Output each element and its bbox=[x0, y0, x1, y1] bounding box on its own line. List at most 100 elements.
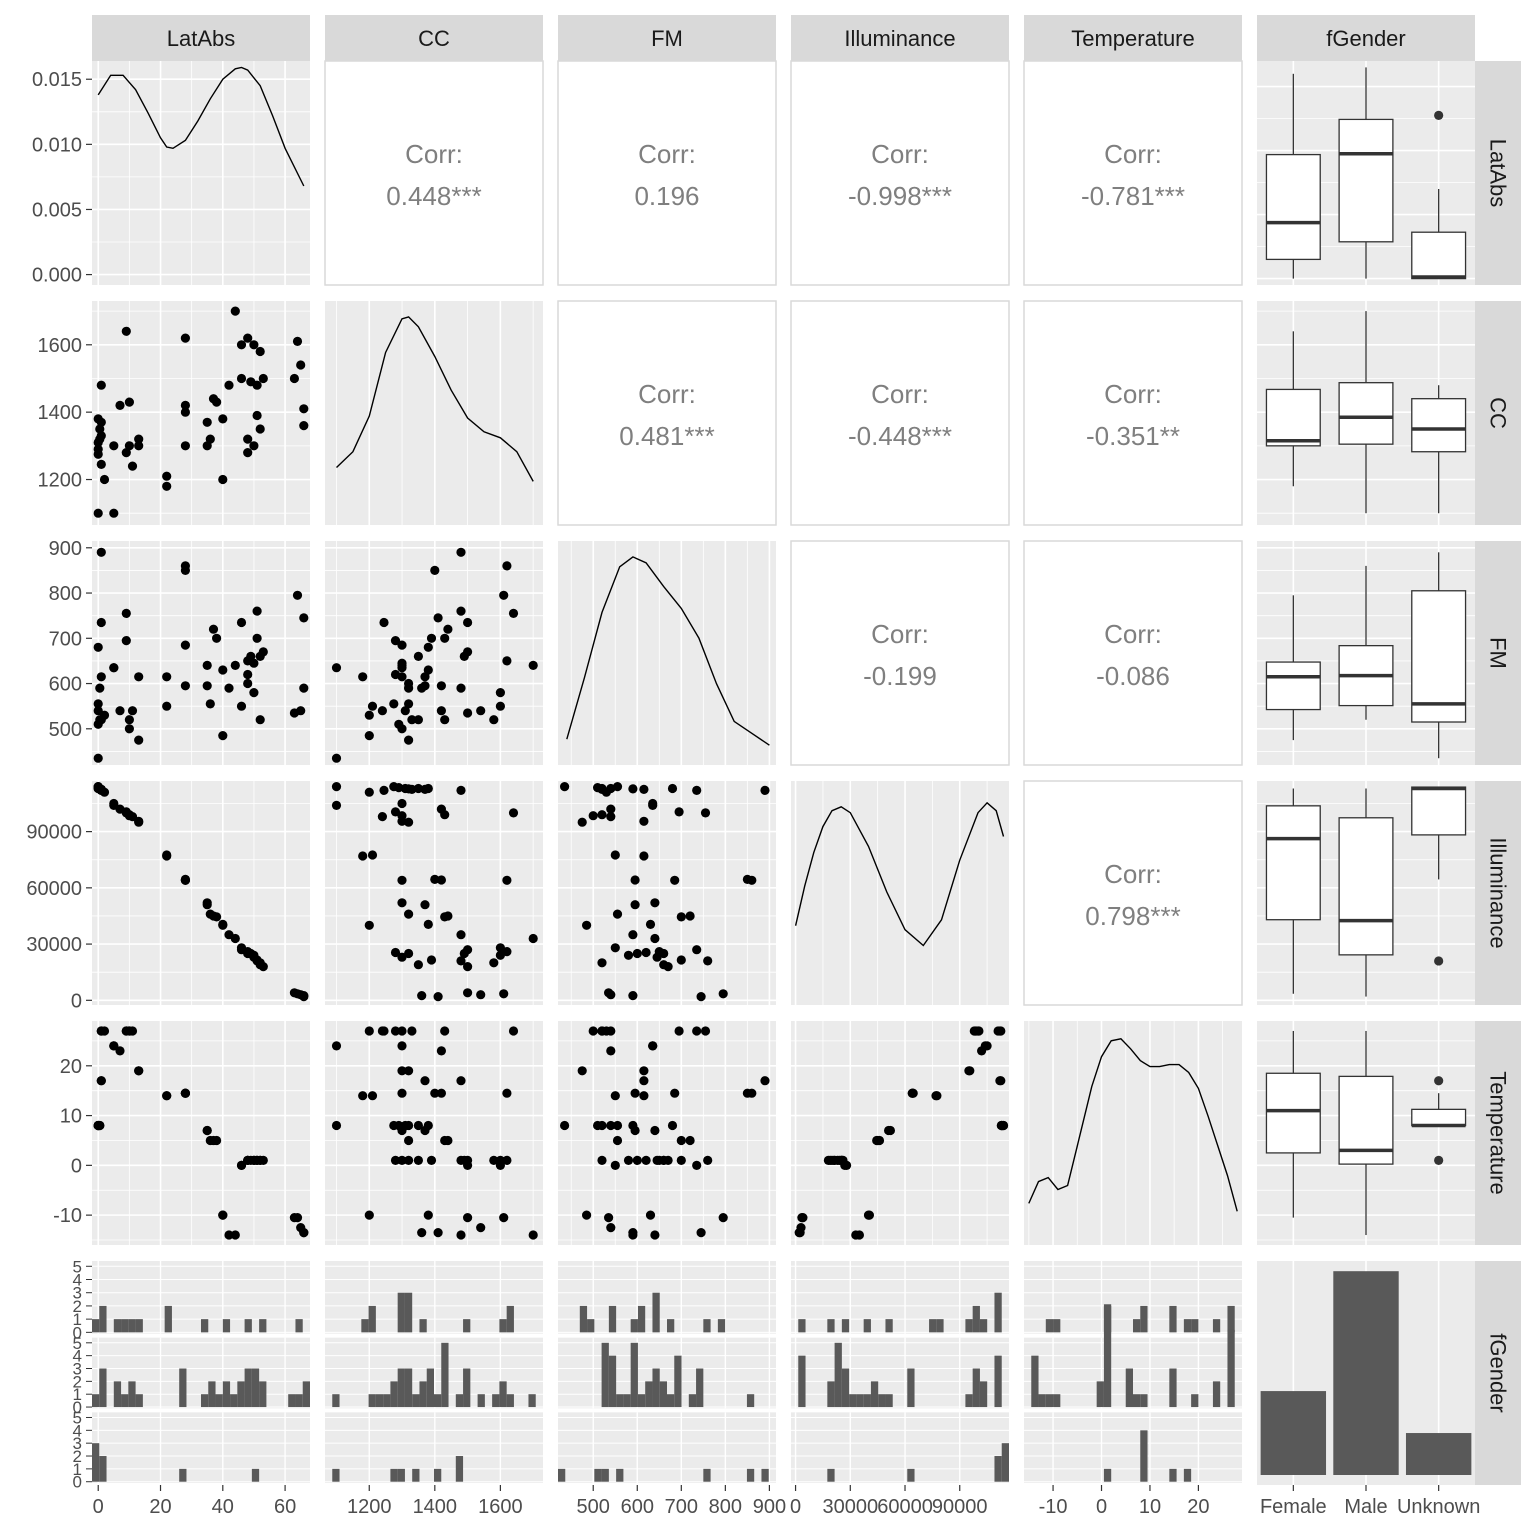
scatter-point bbox=[364, 731, 374, 741]
scatter-point bbox=[430, 565, 440, 576]
histogram-bar bbox=[1183, 1468, 1192, 1482]
histogram-bar bbox=[674, 1355, 682, 1408]
histogram-bar bbox=[1212, 1319, 1221, 1333]
box-body bbox=[1265, 388, 1321, 447]
scatter-point bbox=[162, 1091, 172, 1101]
density-panel-temperature bbox=[1024, 1021, 1242, 1245]
scatter-point bbox=[423, 919, 433, 930]
scatter-point bbox=[180, 1088, 190, 1098]
corr-label: Corr: bbox=[405, 139, 463, 169]
scatter-point bbox=[597, 1026, 607, 1036]
histogram-bar bbox=[746, 1394, 755, 1408]
panel-background bbox=[557, 300, 777, 526]
histogram-bar bbox=[397, 1468, 405, 1482]
scatter-point bbox=[93, 753, 103, 763]
scatter-point bbox=[404, 1155, 414, 1165]
scatter-point bbox=[96, 1076, 106, 1086]
histogram-bar bbox=[332, 1468, 340, 1482]
scatter-point bbox=[670, 875, 680, 885]
count-bar bbox=[1333, 1271, 1399, 1475]
scatter-point bbox=[420, 900, 430, 910]
scatter-point bbox=[593, 1120, 603, 1131]
corr-label: Corr: bbox=[638, 139, 696, 169]
scatter-point bbox=[358, 1091, 368, 1101]
scatter-point bbox=[495, 688, 505, 698]
histogram-bar bbox=[558, 1468, 566, 1482]
scatter-point bbox=[650, 1125, 660, 1136]
scatter-point bbox=[109, 508, 119, 518]
scatter-point bbox=[433, 613, 443, 623]
histogram-bar bbox=[579, 1305, 588, 1333]
corr-value: -0.351** bbox=[1086, 421, 1180, 451]
scatter-point bbox=[676, 1155, 686, 1165]
scatter-panel bbox=[558, 781, 776, 1005]
scatter-point bbox=[703, 956, 713, 966]
scatter-point bbox=[436, 1088, 446, 1098]
scatter-point bbox=[560, 782, 570, 792]
scatter-point bbox=[502, 1088, 512, 1098]
scatter-point bbox=[630, 900, 640, 910]
scatter-point bbox=[96, 1026, 106, 1036]
scatter-point bbox=[243, 448, 253, 458]
scatter-point bbox=[230, 1230, 240, 1240]
scatter-point bbox=[296, 360, 306, 370]
y-tick-label: 0.015 bbox=[32, 69, 82, 91]
scatter-point bbox=[397, 1026, 407, 1036]
histogram-bar bbox=[135, 1319, 143, 1333]
histogram-bar bbox=[979, 1319, 988, 1333]
histogram-bar bbox=[630, 1319, 638, 1333]
histogram-bar bbox=[215, 1394, 223, 1408]
scatter-point bbox=[202, 681, 212, 691]
histogram-bar bbox=[1169, 1468, 1177, 1482]
histogram-bar bbox=[113, 1381, 122, 1408]
x-tick-label: 40 bbox=[212, 1496, 234, 1518]
scatter-point bbox=[212, 397, 222, 407]
histogram-bar bbox=[667, 1394, 675, 1408]
scatter-point bbox=[397, 875, 407, 885]
panel-background bbox=[325, 301, 543, 525]
scatter-point bbox=[456, 785, 466, 796]
histogram-bar bbox=[717, 1319, 726, 1333]
scatter-point bbox=[397, 1041, 407, 1051]
scatter-point bbox=[597, 810, 607, 820]
histogram-bar bbox=[972, 1305, 980, 1333]
scatter-point bbox=[358, 672, 368, 682]
scatter-point bbox=[230, 306, 240, 316]
scatter-point bbox=[299, 421, 309, 431]
scatter-point bbox=[623, 950, 634, 960]
density-curve bbox=[566, 556, 770, 746]
box-body bbox=[1338, 382, 1394, 445]
scatter-point bbox=[109, 1041, 119, 1051]
y-tick-label: 1 bbox=[73, 1385, 82, 1404]
histogram-bar bbox=[659, 1381, 667, 1408]
scatter-point bbox=[645, 1210, 656, 1220]
scatter-point bbox=[476, 706, 486, 716]
x-tick-label: -10 bbox=[1039, 1496, 1068, 1518]
histogram-bar bbox=[587, 1319, 595, 1333]
scatter-point bbox=[872, 1135, 882, 1146]
scatter-point bbox=[996, 1026, 1006, 1036]
panel-background bbox=[1023, 540, 1243, 766]
panel-background bbox=[1023, 300, 1243, 526]
corr-label: Corr: bbox=[638, 379, 696, 409]
histogram-bar bbox=[703, 1468, 711, 1482]
histogram-bar bbox=[1031, 1355, 1039, 1408]
scatter-point bbox=[218, 1210, 228, 1220]
scatter-point bbox=[134, 816, 144, 826]
scatter-point bbox=[742, 874, 753, 885]
x-tick-label: 1400 bbox=[413, 1496, 458, 1518]
histogram-bar bbox=[128, 1319, 136, 1333]
scatter-point bbox=[400, 706, 410, 716]
scatter-point bbox=[650, 933, 660, 944]
box-body bbox=[1411, 231, 1467, 280]
scatter-point bbox=[667, 783, 678, 794]
histogram-strip-background bbox=[558, 1412, 776, 1483]
scatter-point bbox=[212, 1135, 222, 1146]
scatter-point bbox=[413, 1155, 423, 1165]
y-tick-label: 4 bbox=[73, 1270, 82, 1289]
scatter-point bbox=[243, 333, 253, 343]
y-tick-label: 0 bbox=[73, 1323, 82, 1342]
scatter-point bbox=[208, 624, 219, 634]
histogram-bar bbox=[870, 1381, 879, 1408]
scatter-point bbox=[202, 417, 212, 427]
